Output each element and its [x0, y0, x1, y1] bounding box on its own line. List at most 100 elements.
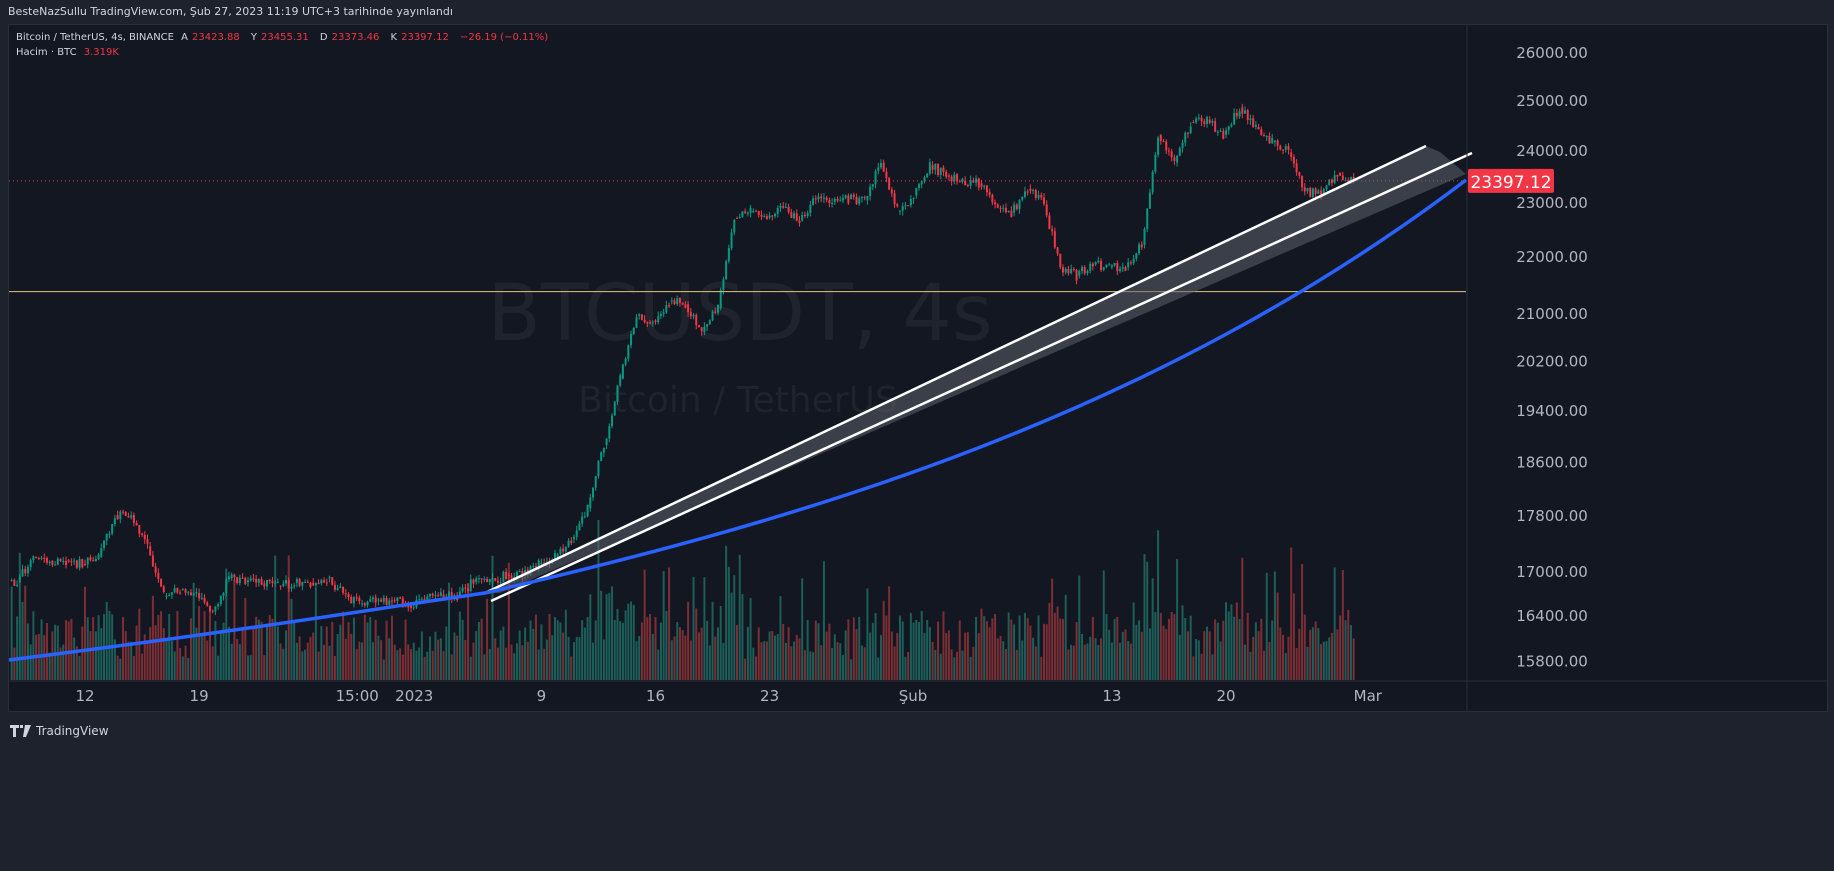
candle-body	[621, 364, 624, 379]
volume-bar	[662, 571, 665, 680]
volume-bar	[1235, 602, 1238, 680]
candle-body	[537, 560, 540, 568]
candle-body	[1059, 253, 1062, 268]
volume-bar	[1341, 570, 1344, 680]
volume-bar	[342, 611, 345, 680]
candle-body	[1029, 188, 1032, 191]
candle-body	[676, 298, 679, 305]
candle-body	[1113, 263, 1116, 266]
candle-body	[222, 592, 225, 596]
candle-body	[84, 564, 86, 566]
candle-body	[904, 205, 907, 207]
candle-body	[1271, 138, 1274, 144]
volume-bar	[350, 633, 353, 680]
footer-brand[interactable]: TradingView	[36, 724, 109, 738]
volume-label[interactable]: Hacim · BTC	[16, 47, 77, 58]
volume-bar	[901, 621, 904, 680]
watermark-name: Bitcoin / TetherUS	[578, 380, 898, 421]
candle-body	[1189, 126, 1192, 134]
volume-bar	[260, 621, 263, 680]
volume-bar	[483, 654, 486, 680]
candle-body	[225, 579, 228, 593]
volume-bar	[170, 640, 173, 680]
volume-bar	[651, 633, 654, 680]
candle-body	[1249, 118, 1252, 120]
candle-body	[488, 579, 491, 583]
volume-bar	[266, 625, 269, 680]
volume-bar	[947, 630, 950, 680]
candle-body	[877, 167, 880, 171]
candle-body	[1347, 180, 1350, 183]
candle-body	[779, 206, 782, 208]
volume-bar	[1089, 636, 1092, 680]
candle-body	[29, 560, 32, 568]
candle-body	[809, 204, 812, 214]
candle-body	[293, 585, 296, 587]
candle-body	[1067, 268, 1070, 274]
candle-body	[985, 185, 988, 193]
candle-body	[1151, 171, 1154, 193]
volume-bar	[1148, 628, 1151, 680]
candle-body	[491, 578, 494, 584]
candle-body	[678, 298, 681, 303]
candle-body	[344, 592, 347, 594]
volume-bar	[486, 598, 489, 680]
candle-body	[635, 317, 638, 328]
volume-bar	[404, 619, 407, 680]
volume-bar	[760, 642, 763, 680]
candle-body	[214, 606, 217, 612]
volume-bar	[926, 619, 929, 680]
volume-bar	[534, 614, 537, 680]
candle-body	[994, 202, 997, 205]
candle-body	[366, 601, 369, 606]
candle-body	[708, 320, 711, 325]
volume-bar	[189, 618, 192, 680]
price-chart[interactable]: BTCUSDT, 4s Bitcoin / TetherUS 26000.00 2…	[0, 0, 1834, 720]
volume-bar	[697, 632, 700, 680]
candle-body	[1157, 137, 1160, 155]
candle-body	[1110, 265, 1113, 268]
volume-bar	[972, 646, 975, 680]
symbol-info[interactable]: Bitcoin / TetherUS, 4s, BINANCE	[16, 32, 174, 43]
candle-body	[179, 592, 182, 594]
candle-body	[839, 200, 842, 202]
volume-bar	[217, 655, 220, 680]
volume-bar	[306, 642, 309, 680]
candle-body	[806, 213, 809, 217]
candle-body	[143, 534, 146, 540]
volume-bar	[1222, 620, 1225, 680]
candle-body	[1018, 199, 1021, 210]
volume-bar	[670, 640, 673, 680]
volume-bar	[532, 629, 535, 680]
volume-bar	[113, 639, 116, 680]
volume-bar	[684, 635, 687, 680]
ohlc-row: Bitcoin / TetherUS, 4s, BINANCE A 23423.8…	[16, 30, 552, 45]
volume-bar	[494, 638, 497, 680]
candle-body	[953, 174, 956, 182]
chart-frame[interactable]	[8, 24, 1828, 712]
candle-body	[249, 578, 252, 581]
price-tick-label: 26000.00	[1516, 44, 1588, 62]
volume-bar	[282, 648, 285, 680]
candle-body	[122, 511, 125, 513]
volume-bar	[1309, 629, 1312, 680]
candle-body	[901, 206, 904, 211]
candle-body	[909, 199, 912, 206]
candle-body	[787, 207, 790, 213]
channel-fill	[485, 146, 1466, 593]
volume-bar	[187, 657, 190, 680]
candle-body	[771, 215, 774, 217]
candle-body	[1042, 197, 1045, 204]
candle-body	[94, 558, 97, 562]
volume-bar	[1184, 617, 1187, 680]
candle-body	[670, 300, 673, 302]
volume-bar	[540, 624, 543, 680]
trendline-upper	[484, 144, 1427, 595]
candle-body	[684, 304, 687, 308]
volume-bar	[828, 623, 831, 680]
volume-bar	[1094, 638, 1097, 680]
last-price-badge	[1468, 168, 1554, 193]
candle-body	[151, 555, 154, 567]
volume-bar	[749, 598, 752, 680]
candle-body	[765, 216, 768, 219]
